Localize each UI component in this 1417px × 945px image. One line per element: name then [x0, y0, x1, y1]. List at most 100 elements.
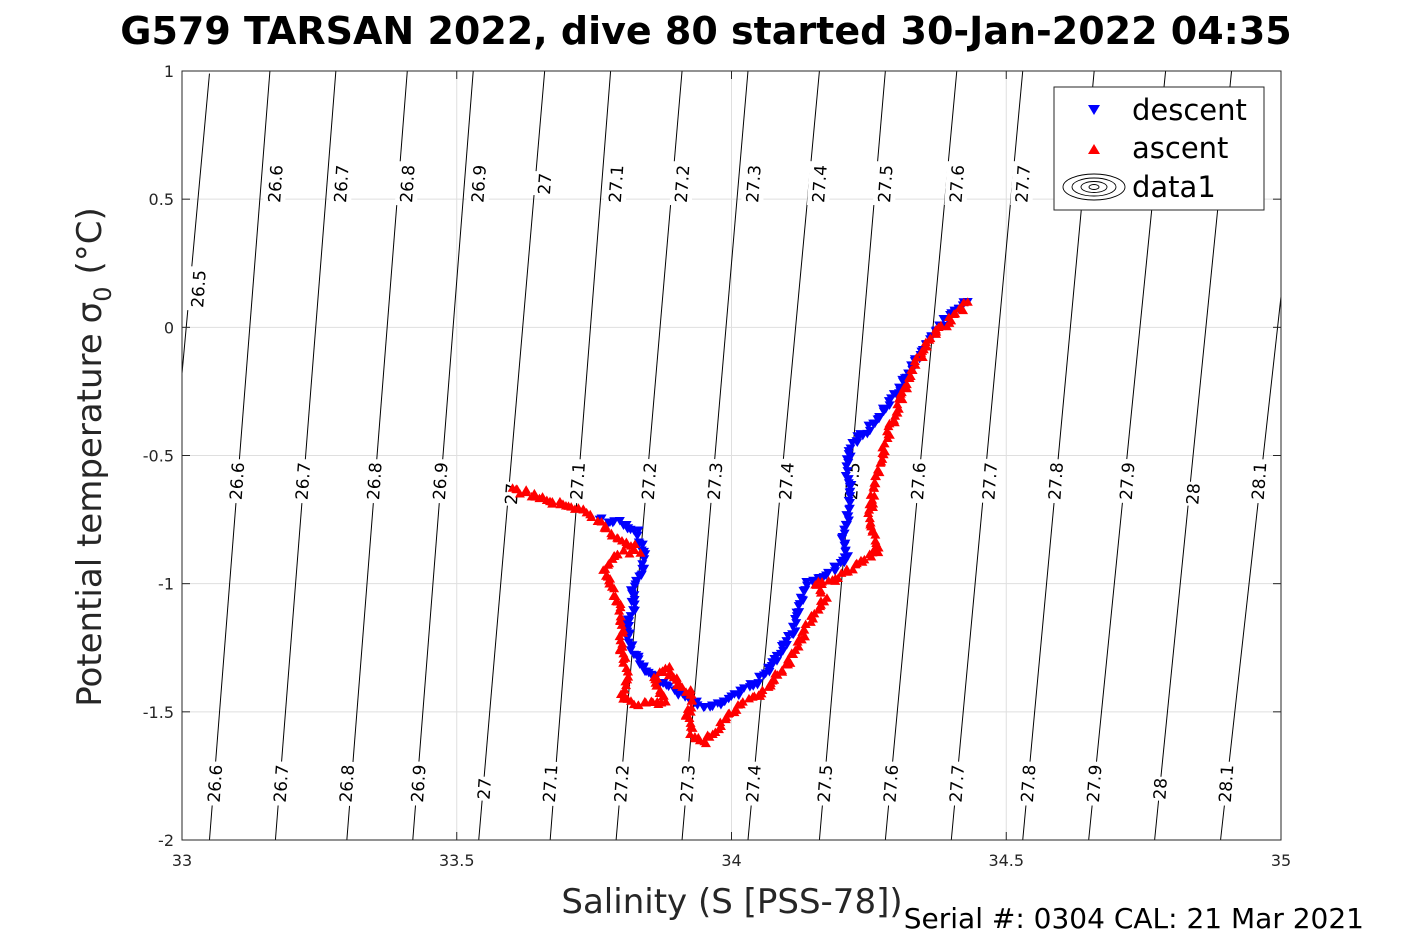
- descent-point: [629, 596, 640, 605]
- ascent-point: [604, 558, 615, 568]
- contour-label-text: 27.1: [606, 164, 629, 203]
- descent-point: [623, 638, 634, 648]
- ascent-point: [686, 696, 697, 705]
- chart-title: G579 TARSAN 2022, dive 80 started 30-Jan…: [120, 9, 1291, 53]
- contour-label: 27: [472, 775, 497, 802]
- contour-label: 26.8: [394, 161, 420, 207]
- ascent-point: [893, 404, 904, 413]
- contour-label-bg: [1148, 775, 1172, 802]
- ascent-point: [793, 641, 804, 651]
- ascent-point: [769, 675, 780, 684]
- contour-label-text: 28: [1150, 777, 1171, 800]
- ascent-point: [685, 707, 696, 716]
- x-tick-label: 35: [1271, 851, 1291, 870]
- ascent-point: [757, 685, 768, 694]
- ascent-point: [652, 673, 663, 683]
- contour-label-text: 26.9: [468, 164, 491, 203]
- ascent-point: [870, 478, 881, 488]
- contour-label-bg: [702, 458, 728, 504]
- ascent-point: [859, 554, 870, 564]
- ascent-point: [720, 714, 731, 724]
- ascent-point: [664, 661, 675, 671]
- descent-point: [603, 518, 614, 528]
- y-tick-label: 1: [164, 62, 174, 81]
- contour-label: 26.7: [328, 161, 354, 207]
- ascent-point: [865, 517, 876, 527]
- y-tick-label: -1: [158, 575, 174, 594]
- ascent-point: [655, 685, 666, 695]
- contour-label-text: 27.7: [946, 764, 969, 803]
- contour-label-text: 28.1: [1249, 462, 1272, 501]
- contour-label: 26.9: [466, 161, 492, 207]
- x-tick-label: 34.5: [988, 851, 1024, 870]
- contour-label-text: 27.7: [1012, 164, 1035, 203]
- ascent-point: [901, 379, 912, 389]
- contour-label-bg: [773, 458, 799, 504]
- descent-point: [843, 516, 854, 525]
- descent-point: [841, 462, 852, 471]
- descent-point: [852, 432, 863, 441]
- descent-point: [637, 564, 648, 574]
- ascent-point: [537, 492, 548, 501]
- descent-point: [735, 686, 746, 696]
- ascent-point: [921, 342, 932, 351]
- descent-point: [845, 487, 856, 497]
- contour-label: 26.6: [262, 161, 288, 207]
- descent-point: [836, 534, 847, 543]
- contour-label-text: 26.5: [188, 269, 211, 308]
- ascent-point: [618, 545, 629, 555]
- ascent-point: [870, 535, 881, 545]
- contour-label: 26.9: [405, 760, 431, 807]
- contour-label-text: 28.1: [1216, 764, 1239, 803]
- descent-point: [844, 505, 855, 515]
- y-axis-ticks: -2 -1.5 -1 -0.5 0 0.5 1: [143, 62, 1281, 850]
- contour-label-text: 27.3: [743, 164, 766, 203]
- ascent-point: [614, 606, 625, 615]
- contour-label-text: 27.1: [567, 462, 590, 501]
- contour-label-bg: [1015, 760, 1041, 807]
- contour-label: 27.2: [669, 161, 695, 207]
- contour-label-bg: [361, 458, 387, 504]
- ascent-point: [623, 667, 634, 676]
- contour-label-bg: [740, 760, 766, 807]
- descent-point: [938, 314, 949, 324]
- ascent-point: [815, 596, 826, 605]
- contour-label-text: 27.4: [776, 462, 799, 501]
- contour-label-bg: [675, 760, 701, 807]
- contour-label-bg: [669, 161, 695, 207]
- contour-label-bg: [977, 458, 1003, 504]
- contour-label-text: 27.6: [946, 164, 969, 203]
- legend-descent-label: descent: [1132, 93, 1247, 127]
- ascent-point: [842, 567, 853, 576]
- legend-data1-label: data1: [1132, 170, 1216, 204]
- contour-label: 27.2: [636, 458, 662, 504]
- contour-line: [274, 70, 337, 841]
- contour-label-text: 26.8: [337, 764, 360, 803]
- contour-label-bg: [806, 161, 832, 207]
- contour-line: [412, 70, 474, 841]
- ascent-point: [815, 585, 826, 594]
- contour-label-text: 27.2: [611, 764, 634, 803]
- contour-label: 27.8: [1043, 458, 1069, 504]
- ascent-point: [600, 523, 611, 533]
- contour-label-bg: [905, 458, 931, 504]
- descent-point: [673, 691, 684, 700]
- ascent-point: [633, 700, 644, 710]
- ascent-point: [699, 736, 710, 746]
- ascent-point: [943, 312, 954, 321]
- contour-label: 27.4: [773, 458, 799, 504]
- legend-ascent-label: ascent: [1132, 131, 1228, 165]
- descent-point: [630, 580, 641, 589]
- contour-label-text: 26.6: [227, 462, 250, 501]
- contour-label-text: 27.4: [743, 764, 766, 803]
- contour-label: 26.6: [224, 458, 250, 504]
- legend-data1-contour-icon: [1062, 173, 1126, 201]
- descent-point: [798, 586, 809, 596]
- contour-label-text: 27: [474, 777, 495, 800]
- descent-point: [839, 541, 850, 551]
- descent-point: [883, 397, 894, 406]
- ascent-point: [606, 531, 617, 540]
- ascent-point: [635, 548, 646, 557]
- contour-label-bg: [878, 760, 904, 807]
- contour-label: 26.6: [202, 760, 228, 807]
